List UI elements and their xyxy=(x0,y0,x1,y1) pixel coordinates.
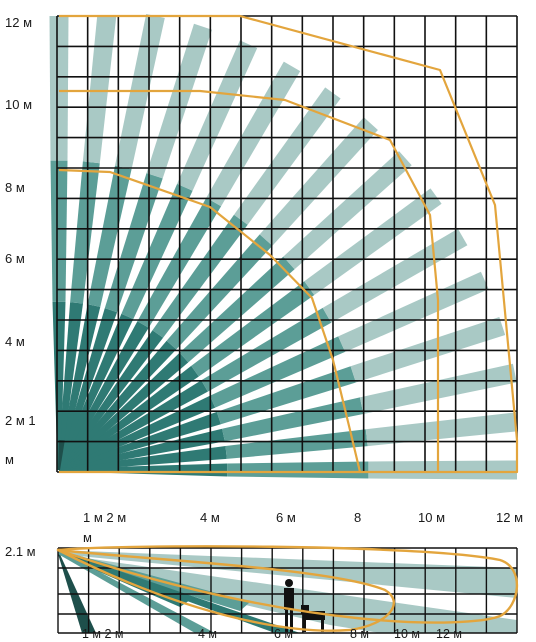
beam-near xyxy=(57,304,101,471)
side-x-label-10m: 10 м xyxy=(394,627,420,641)
side-height-label: 2.1 м xyxy=(5,544,36,559)
side-beam-far-upper xyxy=(58,550,517,598)
beam-mid xyxy=(179,256,295,363)
beam-mid xyxy=(225,429,368,459)
pet-figure xyxy=(301,605,325,632)
beam-near xyxy=(57,330,164,471)
beam-near xyxy=(58,446,227,472)
beam-far xyxy=(368,460,517,480)
side-x-label-12m: 12 м xyxy=(436,627,462,641)
beam-far xyxy=(177,40,258,191)
side-x-label-4m: 4 м xyxy=(198,627,218,641)
beam-near xyxy=(52,301,66,470)
side-figures xyxy=(284,579,325,632)
beam-far xyxy=(338,271,489,352)
beam-near xyxy=(57,302,83,471)
beam-origin-near xyxy=(58,439,65,471)
y-label-6m: 6 м xyxy=(5,251,25,266)
beam-near xyxy=(57,313,134,471)
x-label-m-wrap: м xyxy=(83,530,92,545)
y-label-8m: 8 м xyxy=(5,180,25,195)
beam-mid xyxy=(50,160,68,302)
person-figure xyxy=(284,579,294,632)
beam-mid xyxy=(121,183,193,320)
beam-mid xyxy=(209,336,346,408)
beam-near xyxy=(58,365,199,472)
side-zone-outline-8m xyxy=(56,548,395,632)
x-label-8: 8 xyxy=(354,510,362,525)
beam-near xyxy=(58,380,208,472)
side-x-label-6m: 6 м xyxy=(274,627,294,641)
beam-mid xyxy=(152,214,248,338)
beam-far xyxy=(82,15,117,164)
beam-near xyxy=(58,395,216,472)
y-label-12m: 12 м xyxy=(5,15,33,30)
beam-far xyxy=(259,117,378,246)
beam-mid xyxy=(222,397,364,442)
beam-far xyxy=(49,16,69,161)
beam-far xyxy=(283,151,412,270)
beam-far xyxy=(234,87,341,225)
beam-far xyxy=(365,412,518,447)
zone-outline-10m xyxy=(59,89,440,472)
side-beam-mid-floor xyxy=(58,550,215,633)
side-zone-outline xyxy=(56,545,519,632)
beam-near xyxy=(59,463,228,477)
side-x-label-8m: 8 м xyxy=(350,627,370,641)
x-label-6m: 6 м xyxy=(276,510,296,525)
beam-mid xyxy=(191,281,315,377)
y-label-0m: м xyxy=(5,452,14,467)
x-label-1m-2m: 1 м 2 м xyxy=(83,510,127,525)
side-x-label-1m-2m: 1 м 2 м xyxy=(82,627,124,641)
zone-outline-12m xyxy=(59,14,519,474)
side-zone-outline-12m xyxy=(56,545,519,624)
x-label-12m: 12 м xyxy=(496,510,524,525)
beam-mid xyxy=(70,161,100,304)
beam-far xyxy=(304,188,442,295)
side-beam-steep xyxy=(58,550,96,633)
y-label-4m: 4 м xyxy=(5,334,25,349)
beam-far xyxy=(206,61,301,207)
zone-outline-8m xyxy=(58,168,362,473)
zone-outlines xyxy=(58,14,519,474)
x-label-10m: 10 м xyxy=(418,510,446,525)
beam-mid xyxy=(87,165,132,307)
beam-near xyxy=(57,321,149,471)
x-label-4m: 4 м xyxy=(200,510,220,525)
y-label-10m: 10 м xyxy=(5,97,33,112)
y-label-2m-1: 2 м 1 xyxy=(5,413,36,428)
beam-near xyxy=(58,428,225,472)
